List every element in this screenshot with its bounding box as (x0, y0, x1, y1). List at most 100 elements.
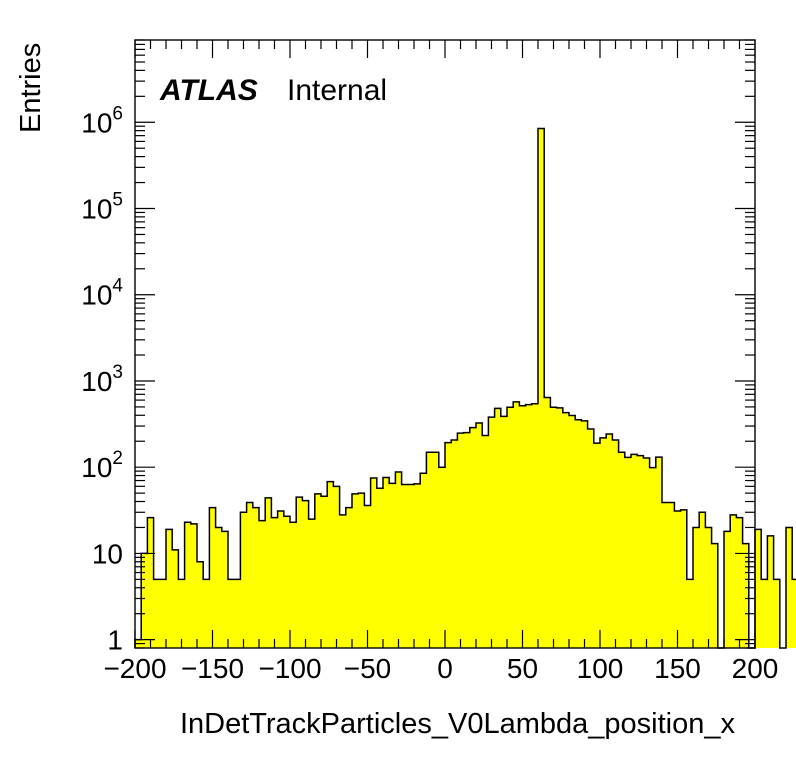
histogram-bin (544, 397, 551, 648)
histogram-bin (699, 512, 706, 648)
histogram-bin (649, 467, 657, 648)
histogram-bin (321, 496, 328, 648)
histogram-bin (414, 483, 421, 648)
y-tick-labels: 1 10 102 103 104 105 106 (81, 103, 123, 655)
histogram-bin (314, 493, 322, 648)
y-tick-label: 10 (92, 538, 123, 569)
histogram-bin (296, 497, 303, 648)
y-tick-label: 106 (81, 103, 123, 138)
x-tick-label: 50 (507, 653, 538, 684)
histogram-bin (556, 407, 564, 648)
histogram-bin (358, 493, 365, 648)
histogram-bin (637, 455, 644, 648)
histogram-bin (668, 502, 675, 648)
histogram-bin (159, 579, 167, 648)
histogram-bin (643, 457, 650, 648)
x-tick-label: 200 (732, 653, 779, 684)
histogram-bin (327, 481, 334, 648)
atlas-status-label: Internal (287, 74, 387, 107)
histogram-bin (445, 442, 452, 648)
histogram-bin (401, 484, 409, 648)
histogram-bin (593, 443, 601, 648)
histogram-bin (463, 432, 471, 648)
histogram-bin (550, 407, 557, 648)
histogram-bin (438, 467, 446, 648)
histogram-bin (631, 454, 638, 648)
histogram-bin (352, 493, 359, 648)
histogram-bin (457, 433, 464, 648)
histogram-bin (519, 405, 526, 648)
histogram-bin (240, 512, 247, 648)
y-tick-label: 103 (81, 362, 123, 397)
histogram-bin (283, 516, 291, 648)
histogram-bin (525, 404, 533, 648)
histogram-bin (736, 517, 743, 648)
histogram-bin (494, 408, 502, 648)
histogram-bin (246, 502, 254, 648)
histogram-bin (383, 477, 390, 648)
atlas-label: ATLAS (159, 74, 258, 107)
x-tick-label: 100 (577, 653, 624, 684)
histogram-bin (290, 522, 297, 648)
x-tick-label: 0 (437, 653, 453, 684)
x-tick-label: −200 (103, 653, 166, 684)
histogram-bin (724, 531, 731, 648)
histogram-bin (730, 514, 737, 648)
histogram-bin (308, 519, 316, 648)
histogram-bin (488, 417, 495, 648)
histogram-bin (209, 507, 216, 648)
histogram-bin (184, 522, 192, 648)
histogram-bin (277, 511, 285, 648)
histogram-bin (432, 452, 440, 648)
histogram-bin (792, 579, 796, 648)
histogram-bin (147, 517, 154, 648)
histogram-bin (197, 561, 204, 648)
histogram-bin (451, 439, 458, 648)
histogram-bin (575, 419, 582, 648)
histogram-bin (655, 457, 663, 648)
histogram-bin (172, 549, 179, 648)
y-axis-ticks (135, 39, 755, 649)
histogram-bin (203, 579, 210, 648)
histogram-bin (600, 437, 607, 648)
histogram-bin (711, 543, 719, 648)
histogram-bin (538, 128, 545, 648)
histogram-bin (420, 473, 427, 648)
histogram-bin (618, 452, 626, 648)
histogram-bin (705, 527, 712, 648)
x-tick-label: −150 (181, 653, 244, 684)
histogram-bin (761, 579, 768, 648)
histogram-bin (507, 407, 514, 648)
histogram-bin (569, 415, 576, 648)
x-tick-labels: −200 −150 −100 −50 0 50 100 150 200 (103, 653, 778, 684)
histogram-bin (482, 435, 489, 648)
histogram-bin (426, 452, 433, 648)
histogram-bin (265, 497, 272, 648)
histogram-bin (773, 579, 781, 648)
histogram-bin (339, 514, 347, 648)
histogram-bin (612, 439, 619, 648)
histogram-bin (562, 412, 570, 648)
histogram-bin (190, 523, 198, 648)
y-tick-label: 104 (81, 276, 123, 311)
histogram-bin (345, 507, 353, 648)
histogram-bin (581, 420, 588, 648)
y-tick-label: 1 (107, 625, 123, 656)
histogram-bin (407, 484, 415, 648)
histogram-bin (370, 477, 378, 648)
histogram-bin (302, 500, 309, 648)
histogram-bin (686, 579, 694, 648)
histogram-bin (476, 423, 483, 648)
histogram-bin (166, 529, 173, 648)
histogram-bin (215, 527, 223, 648)
histogram-bin (153, 579, 161, 648)
histogram-bin (364, 505, 371, 648)
histogram-bin (395, 471, 402, 648)
histogram-bin (259, 520, 266, 648)
histogram-bin (469, 427, 477, 648)
histogram-bin (500, 416, 508, 648)
histogram-bin (662, 502, 669, 648)
histogram-bin (587, 429, 595, 648)
y-tick-label: 105 (81, 190, 123, 225)
histogram-bin (234, 579, 241, 648)
